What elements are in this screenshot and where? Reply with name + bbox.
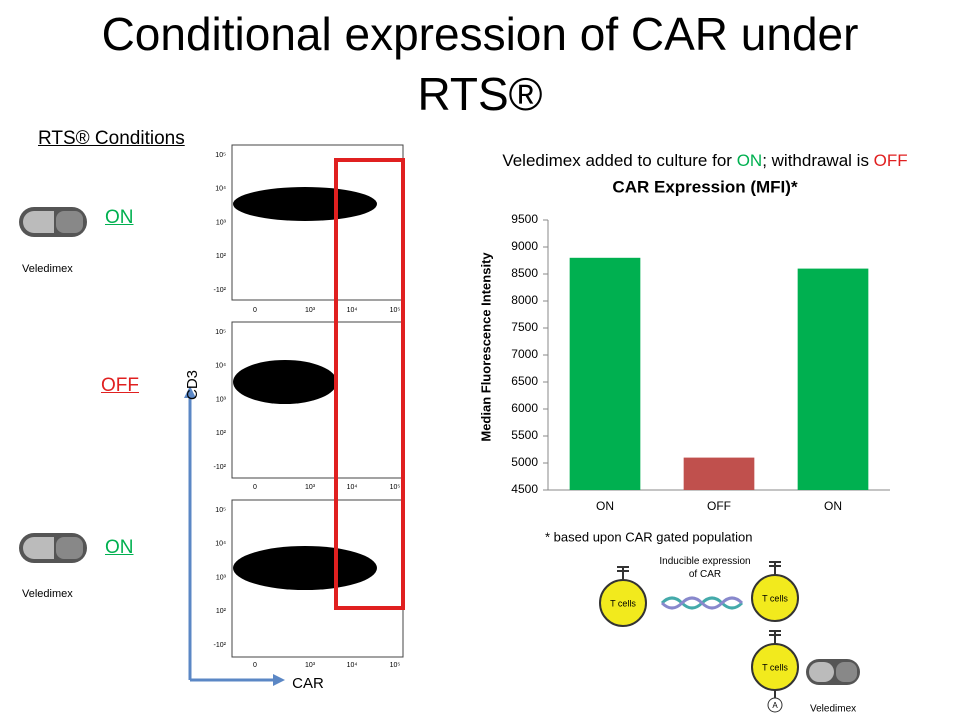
flow-y-tick-label: 10⁴ [215, 363, 226, 370]
y-tick-label: 8500 [511, 266, 538, 280]
footnote: * based upon CAR gated population [545, 529, 752, 544]
flow-x-tick-label: 10³ [305, 484, 316, 491]
flow-y-tick-label: 10⁵ [215, 507, 226, 514]
flow-x-tick-label: 10⁴ [347, 662, 358, 669]
drug-label: Veledimex [22, 588, 73, 600]
flow-x-tick-label: 0 [253, 484, 257, 491]
caption-part: ON [737, 151, 763, 170]
condition-label: ON [105, 537, 134, 558]
flow-x-tick-label: 10³ [305, 662, 316, 669]
flow-y-tick-label: 10⁵ [215, 329, 226, 336]
flow-y-tick-label: 10³ [216, 396, 227, 403]
inducible-label: Inducible expression of CAR [659, 556, 751, 580]
y-axis-label: Median Fluorescence Intensity [478, 252, 493, 442]
flow-x-tick-label: 0 [253, 307, 257, 314]
x-tick-label: ON [596, 499, 614, 513]
conditions-heading: RTS® Conditions [38, 128, 185, 149]
y-tick-label: 5500 [511, 428, 538, 442]
condition-label: ON [105, 207, 134, 228]
y-tick-label: 7000 [511, 347, 538, 361]
bar [683, 457, 755, 490]
flow-x-tick-label: 0 [253, 662, 257, 669]
flow-x-tick-label: 10⁴ [347, 307, 358, 314]
flow-x-tick-label: 10³ [305, 307, 316, 314]
flow-x-tick-label: 10⁵ [390, 307, 401, 314]
activator-label: A [772, 701, 778, 710]
t-cell-diagram [599, 561, 860, 713]
pill-icon [19, 533, 87, 563]
flow-y-tick-label: 10³ [216, 574, 227, 581]
x-tick-label: ON [824, 499, 842, 513]
flow-x-tick-label: 10⁵ [390, 662, 401, 669]
y-tick-label: 6000 [511, 401, 538, 415]
chart-title: CAR Expression (MFI)* [612, 177, 798, 196]
y-axis-label: CD3 [184, 370, 201, 400]
y-tick-label: 9000 [511, 239, 538, 253]
drug-label: Veledimex [810, 704, 856, 715]
y-tick-label: 9500 [511, 212, 538, 226]
x-axis-label: CAR [292, 675, 324, 692]
caption-part: Veledimex added to culture for [502, 151, 736, 170]
flow-panels [184, 144, 405, 686]
flow-y-tick-label: 10⁵ [215, 152, 226, 159]
y-tick-label: 8000 [511, 293, 538, 307]
flow-x-tick-label: 10⁵ [390, 484, 401, 491]
chart-caption: Veledimex added to culture for ON; withd… [502, 151, 907, 170]
caption-part: ; withdrawal is [762, 151, 873, 170]
condition-label: OFF [101, 375, 139, 396]
y-tick-label: 4500 [511, 482, 538, 496]
flow-y-tick-label: -10² [214, 464, 227, 471]
flow-y-tick-label: 10² [216, 253, 227, 260]
flow-y-tick-label: 10⁴ [215, 186, 226, 193]
cell-label: T cells [610, 598, 636, 608]
flow-y-tick-label: 10³ [216, 219, 227, 226]
y-tick-label: 5000 [511, 455, 538, 469]
pill-icon [19, 207, 87, 237]
flow-y-tick-label: 10² [216, 608, 227, 615]
flow-y-tick-label: -10² [214, 642, 227, 649]
x-tick-label: OFF [707, 499, 731, 513]
flow-x-tick-label: 10⁴ [347, 484, 358, 491]
flow-y-tick-label: 10² [216, 430, 227, 437]
bar [569, 257, 641, 490]
bar [797, 268, 869, 490]
flow-y-tick-label: 10⁴ [215, 541, 226, 548]
flow-y-tick-label: -10² [214, 287, 227, 294]
drug-label: Veledimex [22, 263, 73, 275]
slide-title: Conditional expression of CAR under RTS® [101, 8, 859, 120]
y-tick-label: 6500 [511, 374, 538, 388]
y-tick-label: 7500 [511, 320, 538, 334]
cell-label: T cells [762, 593, 788, 603]
cell-label: T cells [762, 662, 788, 672]
caption-part: OFF [874, 151, 908, 170]
